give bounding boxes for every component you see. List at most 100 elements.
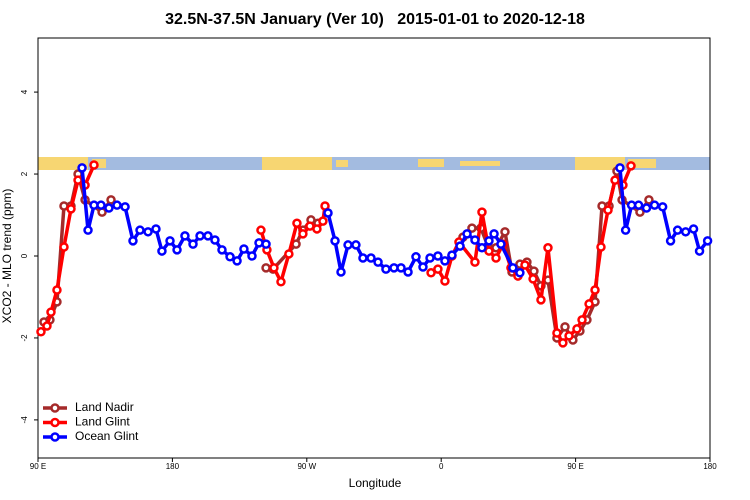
data-point — [694, 246, 705, 256]
data-point — [36, 327, 46, 337]
data-point — [577, 315, 587, 325]
data-point — [96, 200, 106, 210]
data-point — [520, 260, 530, 270]
land-strip — [38, 157, 88, 170]
data-point — [42, 321, 52, 331]
data-point — [649, 200, 660, 210]
data-point — [641, 203, 652, 213]
data-point — [543, 243, 553, 253]
data-point — [603, 205, 613, 215]
legend-marker — [50, 417, 60, 428]
data-point — [528, 274, 538, 284]
data-point — [440, 276, 450, 286]
data-point — [411, 252, 421, 262]
data-point — [552, 328, 562, 338]
data-point — [536, 295, 546, 305]
data-point — [462, 229, 472, 239]
data-point — [467, 223, 477, 233]
data-point — [210, 235, 220, 245]
data-point — [203, 231, 213, 241]
x-tick-label: 90 E — [567, 462, 583, 471]
land-mask — [38, 157, 710, 170]
land-strip — [460, 161, 500, 166]
data-point — [157, 246, 167, 256]
data-point — [89, 160, 99, 170]
data-point — [470, 235, 480, 245]
y-tick-label: -2 — [20, 334, 29, 342]
land-strip — [92, 159, 106, 168]
data-point — [330, 236, 340, 246]
data-point — [106, 195, 116, 205]
data-point — [261, 239, 271, 249]
data-point — [256, 225, 266, 235]
data-point — [77, 163, 87, 173]
data-point — [426, 268, 436, 278]
data-point — [104, 203, 114, 213]
y-tick-label: 2 — [20, 171, 29, 176]
plot-frame — [37, 37, 711, 459]
data-point — [366, 253, 376, 263]
data-point — [247, 251, 257, 261]
data-point — [165, 236, 175, 246]
data-point — [292, 218, 302, 228]
data-point — [269, 263, 279, 273]
data-point — [560, 322, 570, 332]
data-point — [403, 267, 413, 277]
data-point — [477, 243, 487, 253]
data-point — [217, 245, 227, 255]
data-point — [584, 299, 594, 309]
data-point — [626, 161, 636, 171]
data-point — [702, 236, 713, 246]
data-point — [225, 252, 235, 262]
data-point — [470, 257, 480, 267]
data-point — [59, 242, 69, 252]
data-point — [433, 251, 443, 261]
data-point — [440, 256, 450, 266]
legend-marker — [50, 403, 60, 413]
legend-label: Ocean Glint — [75, 429, 139, 443]
ocean-strip — [38, 157, 710, 170]
legend-label: Land Glint — [75, 415, 130, 429]
data-point — [484, 236, 494, 246]
data-point — [195, 231, 205, 241]
x-tick-label: 90 W — [297, 462, 316, 471]
x-tick-label: 90 E — [30, 462, 46, 471]
data-point — [615, 163, 625, 173]
legend-label: Land Nadir — [75, 400, 134, 414]
data-point — [620, 225, 631, 235]
data-point — [564, 331, 574, 341]
data-point — [373, 257, 383, 267]
x-axis-label: Longitude — [349, 476, 402, 490]
y-axis-label: XCO2 - MLO trend (ppm) — [0, 189, 14, 324]
data-point — [73, 175, 83, 185]
data-point — [633, 200, 644, 210]
data-point — [477, 207, 487, 217]
data-point — [172, 245, 182, 255]
data-point — [52, 285, 62, 295]
data-point — [489, 229, 499, 239]
y-tick-label: 4 — [20, 89, 29, 94]
data-point — [515, 268, 525, 278]
data-point — [484, 246, 494, 256]
data-point — [491, 253, 501, 263]
data-point — [120, 202, 130, 212]
data-point — [284, 249, 294, 259]
data-point — [336, 267, 346, 277]
data-point — [298, 229, 308, 239]
data-point — [688, 224, 699, 234]
x-tick-label: 0 — [439, 462, 444, 471]
data-point — [83, 225, 93, 235]
data-point — [672, 225, 683, 235]
land-strip — [575, 157, 625, 170]
chart-title: 32.5N-37.5N January (Ver 10) 2015-01-01 … — [165, 11, 585, 28]
y-tick-label: 0 — [20, 253, 29, 258]
data-point — [239, 244, 249, 254]
data-point — [558, 338, 568, 348]
data-point — [500, 227, 510, 237]
data-point — [381, 264, 391, 274]
data-point — [433, 264, 443, 274]
data-point — [128, 236, 138, 246]
data-point — [496, 239, 506, 249]
data-point — [188, 239, 198, 249]
data-point — [135, 225, 145, 235]
